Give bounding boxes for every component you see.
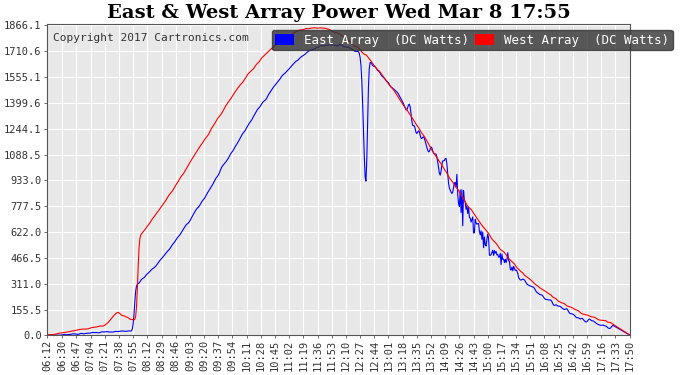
- Title: East & West Array Power Wed Mar 8 17:55: East & West Array Power Wed Mar 8 17:55: [106, 4, 570, 22]
- Legend: East Array  (DC Watts), West Array  (DC Watts): East Array (DC Watts), West Array (DC Wa…: [272, 30, 673, 51]
- Text: Copyright 2017 Cartronics.com: Copyright 2017 Cartronics.com: [53, 33, 249, 43]
